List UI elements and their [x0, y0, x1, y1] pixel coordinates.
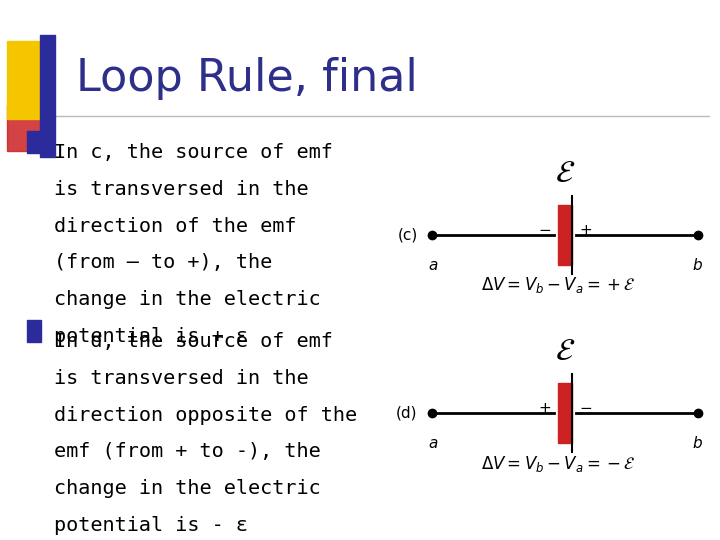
Text: b: b — [692, 436, 702, 451]
Text: In d, the source of emf: In d, the source of emf — [54, 332, 333, 351]
Text: −: − — [579, 401, 592, 416]
Text: is transversed in the: is transversed in the — [54, 180, 309, 199]
Bar — [27, 131, 41, 153]
Text: change in the electric: change in the electric — [54, 479, 320, 498]
Text: $\mathcal{E}$: $\mathcal{E}$ — [555, 158, 575, 189]
Text: $\mathcal{E}$: $\mathcal{E}$ — [555, 336, 575, 367]
Text: change in the electric: change in the electric — [54, 290, 320, 309]
Text: a: a — [428, 258, 438, 273]
Text: +: + — [579, 223, 592, 238]
Bar — [40, 35, 55, 157]
Text: potential is + ε: potential is + ε — [54, 327, 248, 346]
Text: emf (from + to -), the: emf (from + to -), the — [54, 442, 320, 461]
Text: +: + — [539, 401, 552, 416]
Text: is transversed in the: is transversed in the — [54, 369, 309, 388]
Bar — [558, 383, 572, 443]
Bar — [558, 205, 572, 265]
Bar — [27, 320, 41, 342]
Text: Loop Rule, final: Loop Rule, final — [76, 57, 418, 100]
Text: $\Delta V= V_b - V_a= +\mathbf{\mathcal{E}}$: $\Delta V= V_b - V_a= +\mathbf{\mathcal{… — [481, 275, 635, 295]
Text: a: a — [428, 436, 438, 451]
Text: (d): (d) — [396, 406, 418, 421]
Text: potential is - ε: potential is - ε — [54, 516, 248, 535]
Text: (c): (c) — [397, 227, 418, 242]
Bar — [7, 105, 43, 151]
Bar — [7, 40, 54, 119]
Text: b: b — [692, 258, 702, 273]
Text: (from – to +), the: (from – to +), the — [54, 253, 272, 272]
Text: direction opposite of the: direction opposite of the — [54, 406, 357, 424]
Text: $\Delta V= V_b - V_a= -\mathbf{\mathcal{E}}$: $\Delta V= V_b - V_a= -\mathbf{\mathcal{… — [481, 454, 635, 474]
Text: −: − — [539, 223, 552, 238]
Text: In c, the source of emf: In c, the source of emf — [54, 143, 333, 162]
Text: direction of the emf: direction of the emf — [54, 217, 297, 235]
